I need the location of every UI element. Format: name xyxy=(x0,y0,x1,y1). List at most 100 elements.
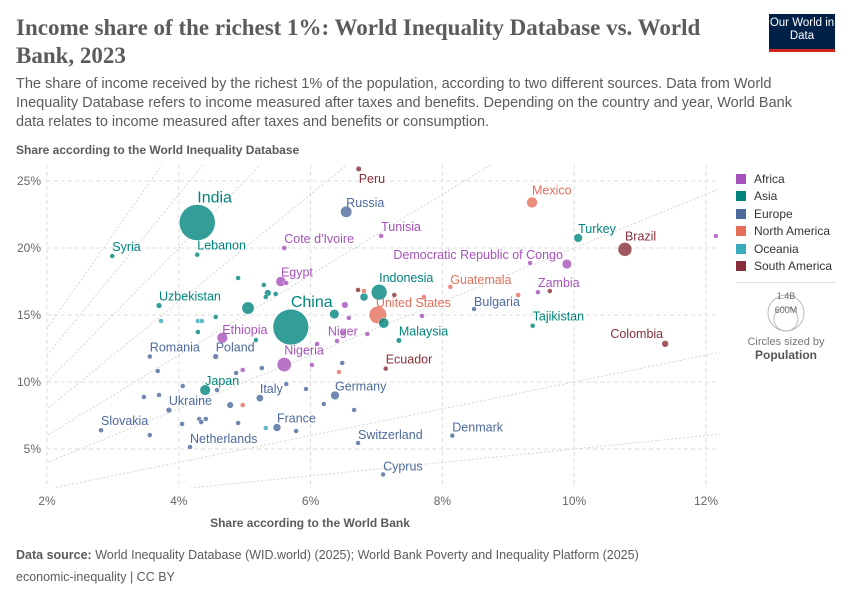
legend-item-europe[interactable]: Europe xyxy=(736,205,832,223)
size-legend-caption: Circles sized by xyxy=(747,336,825,348)
size-legend-circles: 1.4B 600M xyxy=(767,291,805,332)
source-text[interactable]: World Inequality Database (WID.world) (2… xyxy=(95,548,639,562)
data-point-uzbekistan xyxy=(155,302,163,309)
y-tick-label: 15% xyxy=(17,308,41,322)
chart-title: Income share of the richest 1%: World In… xyxy=(16,15,701,68)
data-point-ethiopia xyxy=(216,332,228,344)
data-point xyxy=(364,331,371,337)
data-point xyxy=(321,401,327,407)
data-point xyxy=(195,329,201,335)
point-label: Italy xyxy=(260,382,284,396)
data-point xyxy=(226,401,234,409)
point-label: Tunisia xyxy=(381,220,421,234)
data-point xyxy=(283,381,289,387)
data-point xyxy=(303,386,309,392)
point-label: Ethiopia xyxy=(222,323,267,337)
y-tick-label: 10% xyxy=(17,375,41,389)
data-point xyxy=(334,338,340,344)
point-label: Russia xyxy=(346,196,384,210)
data-point-indonesia xyxy=(370,284,388,301)
data-point xyxy=(309,362,315,368)
data-point xyxy=(263,294,269,300)
legend-label: Oceania xyxy=(754,241,799,256)
data-point xyxy=(233,370,239,376)
ratio-lines xyxy=(47,164,720,488)
point-label: Slovakia xyxy=(101,414,148,428)
data-point-netherlands xyxy=(187,444,193,450)
source-label: Data source: xyxy=(16,548,92,562)
legend-label: South America xyxy=(754,259,833,274)
legend-swatch xyxy=(736,243,746,254)
data-point xyxy=(199,318,205,324)
data-point xyxy=(235,275,241,281)
data-point-italy xyxy=(255,394,264,402)
data-point-colombia xyxy=(661,340,669,348)
data-point xyxy=(180,383,186,389)
legend-item-north-america[interactable]: North America xyxy=(736,223,832,241)
y-axis-label: Share according to the World Inequality … xyxy=(16,143,300,157)
data-point-lebanon xyxy=(194,251,201,258)
data-point xyxy=(154,368,161,374)
data-point-cyprus xyxy=(380,471,386,478)
data-point-malaysia xyxy=(395,337,402,344)
point-label: Niger xyxy=(328,324,358,338)
point-label: Cote d'Ivoire xyxy=(284,232,354,246)
data-point-india xyxy=(179,204,216,241)
data-point xyxy=(378,317,390,329)
x-tick-label: 12% xyxy=(694,494,718,508)
legend-item-africa[interactable]: Africa xyxy=(736,170,832,188)
data-point-tunisia xyxy=(378,233,384,239)
data-point xyxy=(336,369,342,375)
x-tick-label: 10% xyxy=(562,494,586,508)
y-tick-label: 20% xyxy=(17,241,41,255)
data-point xyxy=(547,288,553,294)
data-point-germany xyxy=(330,390,340,401)
point-label: Brazil xyxy=(625,229,656,243)
data-point xyxy=(359,292,369,302)
data-point-mexico xyxy=(526,196,538,209)
size-legend: 1.4B 600M Circles sized by Population xyxy=(736,282,836,362)
data-point xyxy=(261,282,267,288)
point-label: Japan xyxy=(205,374,239,388)
data-point-russia xyxy=(340,205,353,218)
point-label: Turkey xyxy=(578,222,616,236)
legend-item-south-america[interactable]: South America xyxy=(736,258,832,276)
data-point-switzerland xyxy=(355,440,361,446)
data-point-cote-d-ivoire xyxy=(281,245,288,251)
data-point xyxy=(263,425,269,431)
data-point xyxy=(235,420,241,426)
data-point xyxy=(253,337,259,343)
data-point-tajikistan xyxy=(529,322,536,329)
point-label: Guatemala xyxy=(450,273,511,287)
point-label: Malaysia xyxy=(399,324,448,338)
data-point xyxy=(346,315,352,321)
point-label: Mexico xyxy=(532,183,572,197)
data-point xyxy=(391,292,398,298)
data-point xyxy=(259,365,265,371)
point-label: Ecuador xyxy=(386,353,433,367)
license-note[interactable]: economic-inequality | CC BY xyxy=(16,570,175,584)
legend-item-asia[interactable]: Asia xyxy=(736,188,832,206)
data-point-japan xyxy=(199,384,211,396)
point-label: France xyxy=(277,412,316,426)
data-point xyxy=(141,394,147,400)
owid-logo[interactable]: Our World in Data xyxy=(769,14,835,52)
data-point-syria xyxy=(109,253,115,259)
data-point-ecuador xyxy=(382,365,389,372)
data-point xyxy=(198,419,204,425)
point-label: Tajikistan xyxy=(533,310,584,324)
ratio-line xyxy=(188,433,720,488)
source-note: Data source: World Inequality Database (… xyxy=(16,548,639,562)
point-label: Indonesia xyxy=(379,271,433,285)
x-tick-label: 2% xyxy=(38,494,56,508)
data-point-bulgaria xyxy=(471,306,477,312)
legend-item-oceania[interactable]: Oceania xyxy=(736,240,832,258)
point-label: Germany xyxy=(335,379,387,393)
point-label: Netherlands xyxy=(190,432,257,446)
size-circle-small xyxy=(773,306,799,332)
size-label-large: 1.4B xyxy=(777,291,796,301)
x-tick-label: 6% xyxy=(302,494,320,508)
point-label: Lebanon xyxy=(197,239,246,253)
data-point xyxy=(147,432,153,438)
data-point xyxy=(293,428,299,434)
